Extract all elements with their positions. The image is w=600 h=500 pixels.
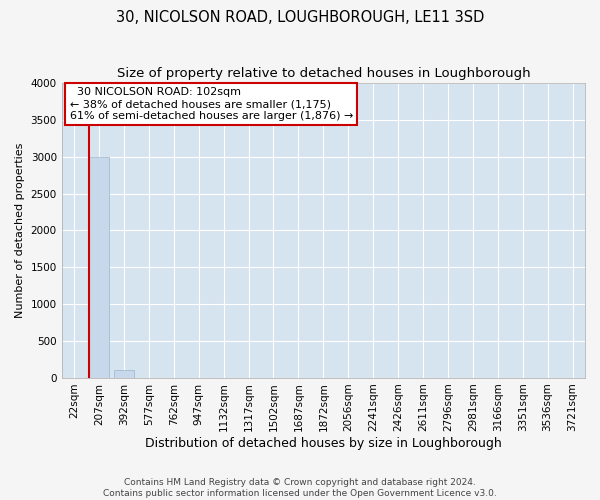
X-axis label: Distribution of detached houses by size in Loughborough: Distribution of detached houses by size … xyxy=(145,437,502,450)
Y-axis label: Number of detached properties: Number of detached properties xyxy=(15,143,25,318)
Bar xyxy=(89,156,109,378)
Text: Contains HM Land Registry data © Crown copyright and database right 2024.
Contai: Contains HM Land Registry data © Crown c… xyxy=(103,478,497,498)
Title: Size of property relative to detached houses in Loughborough: Size of property relative to detached ho… xyxy=(116,68,530,80)
Bar xyxy=(114,370,134,378)
Text: 30 NICOLSON ROAD: 102sqm  
← 38% of detached houses are smaller (1,175)
61% of s: 30 NICOLSON ROAD: 102sqm ← 38% of detach… xyxy=(70,88,353,120)
Text: 30, NICOLSON ROAD, LOUGHBOROUGH, LE11 3SD: 30, NICOLSON ROAD, LOUGHBOROUGH, LE11 3S… xyxy=(116,10,484,25)
